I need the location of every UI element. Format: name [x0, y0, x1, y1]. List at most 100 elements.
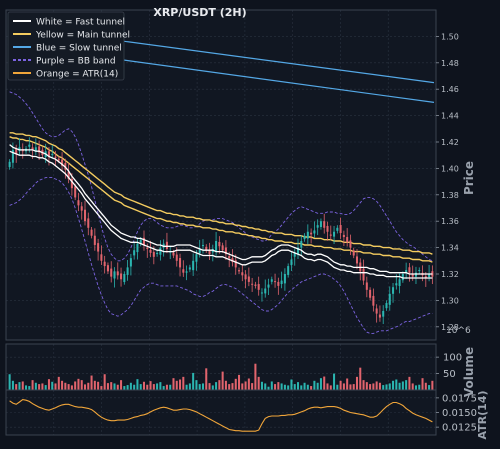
candle-body [67, 171, 70, 179]
volume-bar [162, 386, 165, 390]
volume-bar [224, 380, 227, 390]
candle-body [234, 260, 237, 268]
volume-bar [336, 384, 339, 390]
volume-bar [152, 384, 155, 390]
volume-bar [319, 378, 322, 390]
candle-body [215, 241, 218, 252]
volume-bar [234, 378, 237, 390]
chart-title: XRP/USDT (2H) [153, 6, 246, 19]
volume-bar [313, 380, 316, 390]
volume-panel [6, 344, 436, 390]
volume-bar [205, 368, 208, 390]
candle-body [414, 272, 417, 277]
candle-body [388, 293, 391, 305]
volume-axis-label: Volume [462, 347, 476, 397]
volume-bar [34, 382, 37, 390]
candle-body [31, 147, 34, 150]
candle-body [428, 274, 431, 278]
volume-bar [270, 381, 273, 390]
volume-bar [382, 385, 385, 390]
candle-body [257, 284, 260, 290]
candle-body [61, 159, 64, 166]
volume-bar [231, 383, 234, 390]
volume-bar [385, 384, 388, 390]
volume-bar [329, 385, 332, 390]
volume-bar [333, 373, 336, 390]
price-tick-label: 1.34 [441, 244, 459, 253]
volume-bar [185, 384, 188, 390]
volume-bar [133, 384, 136, 390]
volume-bar [11, 380, 14, 390]
candle-body [129, 258, 132, 267]
volume-bar [129, 382, 132, 390]
volume-bar [198, 384, 201, 390]
volume-bar [146, 384, 149, 390]
candle-body [300, 241, 303, 248]
candle-body [362, 268, 365, 281]
volume-bar [428, 385, 431, 390]
candle-body [349, 240, 352, 248]
volume-bar [211, 385, 214, 390]
grid [6, 10, 436, 435]
legend-label-white: White = Fast tunnel [36, 18, 125, 28]
candle-body [205, 246, 208, 251]
candle-body [323, 221, 326, 228]
price-tick-label: 1.38 [441, 191, 459, 200]
candle-body [228, 256, 231, 259]
price-tick-label: 1.48 [441, 59, 459, 68]
candle-body [267, 284, 270, 288]
candle-body [352, 250, 355, 256]
volume-bar [375, 381, 378, 390]
volume-bar [77, 378, 80, 390]
volume-bar [424, 382, 427, 390]
candle-body [274, 281, 277, 283]
candle-body [339, 225, 342, 234]
volume-bar [116, 384, 119, 390]
candle-body [365, 282, 368, 290]
volume-bar [120, 380, 123, 390]
candle-body [156, 252, 159, 255]
legend-box [7, 11, 125, 81]
candle-body [142, 237, 146, 245]
candle-body [408, 267, 411, 273]
volume-bar [421, 378, 424, 390]
volume-bar [70, 385, 73, 390]
candle-body [90, 229, 93, 236]
price-tick-label: 1.42 [441, 138, 459, 147]
main-tunnel-lower [9, 136, 433, 263]
candle-body [93, 235, 96, 245]
volume-bar [87, 382, 90, 390]
volume-bar [300, 385, 303, 390]
candle-body [316, 225, 319, 228]
candle-body [8, 161, 11, 168]
candle-body [251, 283, 254, 285]
candle-body [15, 148, 18, 154]
volume-bar [326, 383, 329, 390]
candle-body [11, 149, 14, 163]
price-tick-label: 1.36 [441, 217, 459, 226]
volume-bar [15, 384, 18, 390]
bb-band-upper [9, 91, 433, 262]
candle-body [116, 271, 119, 276]
volume-bar [254, 363, 257, 390]
volume-bar [280, 383, 283, 390]
volume-bar [156, 383, 159, 390]
volume-bar [21, 381, 24, 390]
candle-body [185, 271, 188, 273]
volume-bar [264, 383, 267, 390]
candle-body [54, 156, 57, 158]
volume-bar [188, 383, 191, 390]
candle-body [355, 256, 359, 264]
atr-tick-label: 0.0125 [442, 423, 477, 434]
volume-bar [57, 376, 60, 390]
candle-body [405, 270, 408, 274]
volume-bar [244, 381, 247, 390]
candle-body [38, 146, 41, 153]
candle-body [123, 274, 126, 283]
fast-tunnel-upper [9, 144, 433, 275]
volume-bar [405, 380, 408, 390]
volume-bar [67, 384, 70, 390]
candle-body [277, 281, 280, 286]
candle-body [139, 239, 142, 244]
